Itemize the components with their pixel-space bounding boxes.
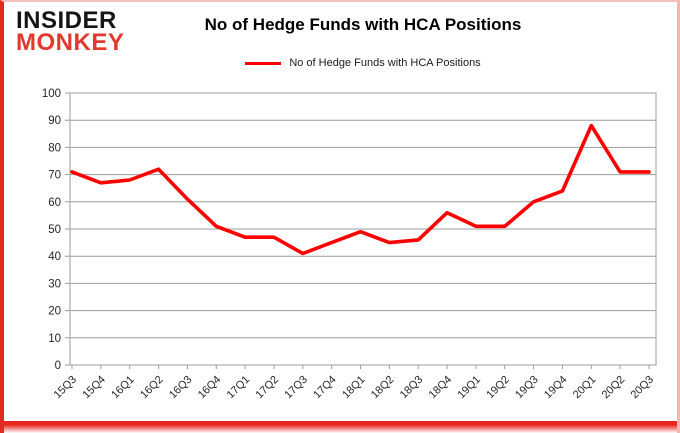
y-axis-label: 70 (48, 170, 61, 182)
y-axis-label: 10 (48, 333, 61, 345)
x-axis-label: 16Q4 (196, 374, 224, 402)
insider-monkey-logo: INSIDER MONKEY (16, 7, 125, 57)
logo-text-monkey: MONKEY (16, 29, 125, 57)
frame-bottom-glow (4, 421, 677, 433)
x-axis-label: 17Q4 (311, 374, 339, 402)
x-axis-label: 16Q2 (138, 374, 166, 402)
chart-title: No of Hedge Funds with HCA Positions (204, 15, 522, 34)
y-axis-label: 90 (48, 115, 61, 127)
legend-line-marker (245, 61, 282, 65)
x-axis-label: 17Q1 (225, 374, 253, 402)
x-axis-label: 20Q2 (600, 374, 628, 402)
x-axis-label: 20Q1 (571, 374, 599, 402)
y-axis-label: 40 (48, 251, 61, 263)
x-axis-label: 17Q2 (254, 374, 282, 402)
y-axis-label: 100 (42, 88, 61, 100)
data-series-line (70, 123, 651, 256)
x-axis-label: 18Q2 (369, 374, 397, 402)
x-axis-label: 18Q3 (398, 374, 426, 402)
y-axis-label: 80 (48, 142, 61, 154)
x-axis-label: 19Q2 (484, 374, 512, 402)
plot-border (69, 92, 657, 366)
legend-label: No of Hedge Funds with HCA Positions (289, 57, 481, 69)
x-axis-label: 19Q4 (542, 374, 570, 402)
y-axis-label: 30 (48, 278, 61, 290)
x-axis-label: 19Q1 (455, 374, 483, 402)
y-axis-label: 60 (48, 197, 61, 209)
x-axis-label: 18Q1 (340, 374, 368, 402)
y-axis-label: 50 (48, 224, 61, 236)
x-axis-label: 18Q4 (427, 374, 455, 402)
x-axis-label: 20Q3 (629, 374, 657, 402)
y-axis-label: 20 (48, 306, 61, 318)
x-axis-label: 16Q3 (167, 374, 195, 402)
x-axis-label: 17Q3 (282, 374, 310, 402)
x-axis-label: 15Q3 (52, 374, 80, 402)
x-axis-label: 19Q3 (513, 374, 541, 402)
chart-legend: No of Hedge Funds with HCA Positions (70, 57, 656, 69)
y-axis-label: 0 (55, 360, 61, 372)
x-axis-label: 15Q4 (80, 374, 108, 402)
x-axis-label: 16Q1 (109, 374, 137, 402)
logo-text-insider: INSIDER (16, 7, 117, 34)
